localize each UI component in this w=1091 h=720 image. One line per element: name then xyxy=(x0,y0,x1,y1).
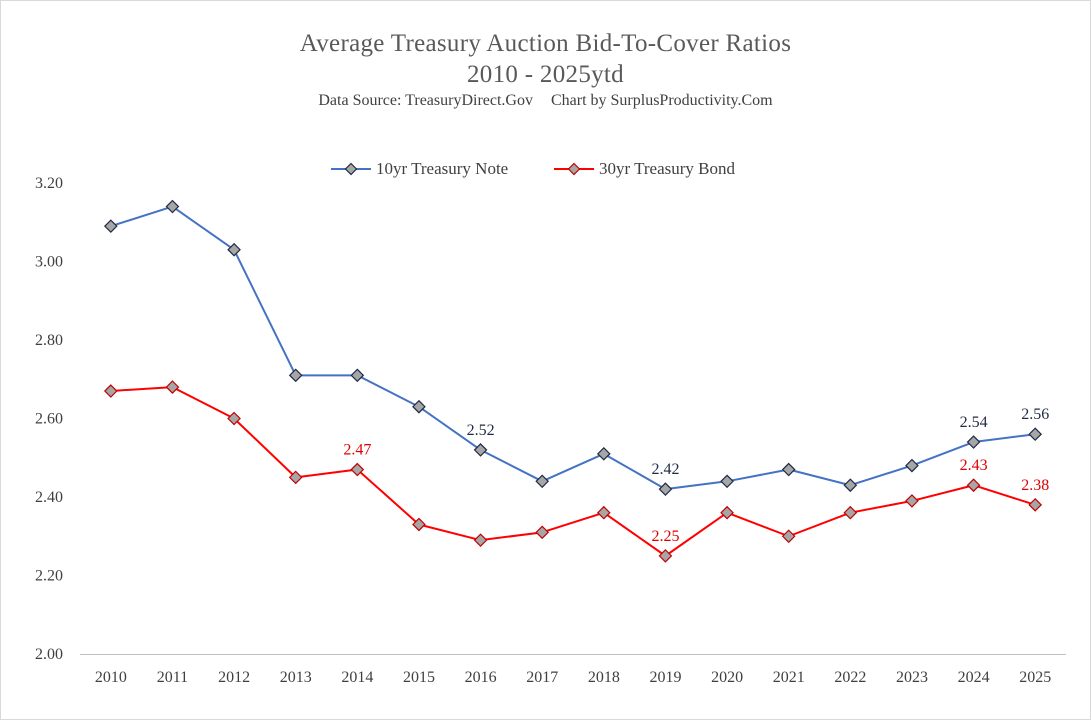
data-point-marker xyxy=(596,505,611,520)
y-tick-label: 2.40 xyxy=(35,489,63,506)
data-label: 2.56 xyxy=(1021,406,1049,423)
legend: 10yr Treasury Note 30yr Treasury Bond xyxy=(331,159,736,178)
x-tick-label: 2010 xyxy=(95,669,127,686)
data-point-marker xyxy=(720,505,734,520)
x-tick-label: 2018 xyxy=(588,669,620,686)
data-point-marker xyxy=(227,411,241,426)
data-point-marker xyxy=(165,199,180,214)
data-point-marker xyxy=(473,533,488,548)
data-point-marker xyxy=(103,219,118,234)
data-point-marker xyxy=(103,384,118,398)
data-label: 2.43 xyxy=(960,457,988,474)
x-tick-label: 2025 xyxy=(1019,669,1051,686)
data-point-marker xyxy=(473,443,488,457)
x-tick-label: 2022 xyxy=(834,669,866,686)
data-point-marker xyxy=(165,380,180,394)
chart-subtitle: 2010 - 2025ytd xyxy=(467,61,624,88)
legend-label: 30yr Treasury Bond xyxy=(599,159,736,178)
data-label: 2.42 xyxy=(651,461,679,478)
y-tick-label: 2.00 xyxy=(35,646,63,663)
y-tick-label: 3.20 xyxy=(35,175,63,192)
series-10yr-note xyxy=(103,199,1043,496)
data-point-marker xyxy=(288,470,303,485)
data-point-marker xyxy=(350,368,365,383)
x-tick-label: 2016 xyxy=(465,669,497,686)
data-point-marker xyxy=(905,494,919,508)
x-tick-label: 2019 xyxy=(649,669,681,686)
data-label: 2.25 xyxy=(651,528,679,545)
data-point-marker xyxy=(720,474,734,489)
data-label: 2.52 xyxy=(467,422,495,439)
data-point-marker xyxy=(535,525,550,540)
x-tick-label: 2014 xyxy=(341,669,373,686)
data-point-marker xyxy=(658,549,673,563)
x-tick-label: 2021 xyxy=(773,669,805,686)
data-point-marker xyxy=(350,462,365,477)
chart-title: Average Treasury Auction Bid-To-Cover Ra… xyxy=(299,30,792,57)
data-point-marker xyxy=(227,242,241,257)
y-tick-label: 2.20 xyxy=(35,568,63,585)
data-source-note: Data Source: TreasuryDirect.Gov xyxy=(318,92,533,109)
x-tick-label: 2020 xyxy=(711,669,743,686)
data-point-marker xyxy=(1028,427,1043,442)
series-line xyxy=(110,205,1036,491)
x-tick-label: 2012 xyxy=(218,669,250,686)
y-tick-label: 3.00 xyxy=(35,254,63,271)
data-point-marker xyxy=(412,517,426,532)
x-tick-label: 2013 xyxy=(280,669,312,686)
data-point-marker xyxy=(596,446,611,461)
data-point-marker xyxy=(905,458,919,473)
chart-credit-note: Chart by SurplusProductivity.Com xyxy=(550,92,773,109)
series-line xyxy=(110,386,1036,557)
data-point-marker xyxy=(843,505,858,520)
x-tick-label: 2015 xyxy=(403,669,435,686)
x-tick-label: 2023 xyxy=(896,669,928,686)
data-point-marker xyxy=(288,368,303,383)
legend-item-30yr-bond: 30yr Treasury Bond xyxy=(554,159,736,178)
data-point-marker xyxy=(781,462,796,477)
legend-swatch-marker xyxy=(344,162,358,176)
data-point-marker xyxy=(658,482,673,496)
data-point-marker xyxy=(412,399,426,414)
data-point-marker xyxy=(966,435,981,449)
data-point-marker xyxy=(1028,498,1043,512)
y-tick-label: 2.80 xyxy=(35,332,63,349)
data-point-marker xyxy=(966,478,981,493)
x-tick-label: 2011 xyxy=(157,669,188,686)
data-label: 2.38 xyxy=(1021,477,1049,494)
data-label: 2.54 xyxy=(960,414,988,431)
data-point-marker xyxy=(843,478,858,493)
data-point-marker xyxy=(781,529,796,544)
plot-area: 2.52 2.42 2.54 2.56 2.47 2.25 2.43 2.38 xyxy=(103,199,1049,563)
chart-source-line: Data Source: TreasuryDirect.Gov Chart by … xyxy=(0,89,1091,113)
x-tick-label: 2017 xyxy=(526,669,558,686)
axes: 2.00 2.20 2.40 2.60 2.80 3.00 3.20 2010 2011 2012… xyxy=(35,175,1066,686)
legend-swatch-marker xyxy=(567,162,581,176)
data-point-marker xyxy=(535,474,550,489)
legend-label: 10yr Treasury Note xyxy=(376,159,508,178)
data-label: 2.47 xyxy=(343,442,371,459)
series-30yr-bond xyxy=(103,380,1043,563)
legend-item-10yr-note: 10yr Treasury Note xyxy=(331,159,508,178)
x-tick-label: 2024 xyxy=(958,669,990,686)
y-tick-label: 2.60 xyxy=(35,411,63,428)
chart-header: Average Treasury Auction Bid-To-Cover Ra… xyxy=(0,28,1091,113)
